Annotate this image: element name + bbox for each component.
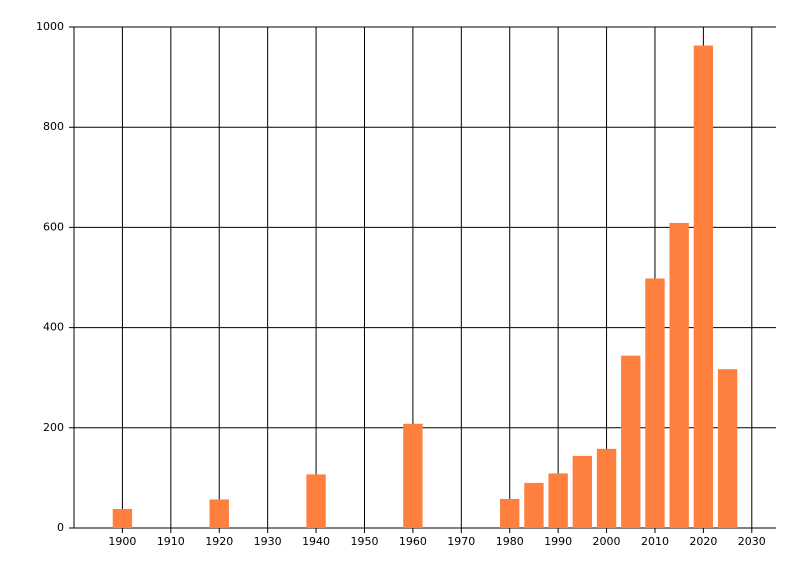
bar bbox=[717, 369, 738, 528]
bar bbox=[524, 482, 544, 528]
bar bbox=[209, 499, 229, 528]
x-tick-label: 1940 bbox=[302, 535, 330, 548]
y-tick-label: 600 bbox=[43, 220, 64, 233]
x-tick-label: 1930 bbox=[254, 535, 282, 548]
bar bbox=[112, 508, 133, 528]
bar bbox=[596, 448, 617, 528]
x-tick-label: 1910 bbox=[157, 535, 185, 548]
x-tick-label: 1900 bbox=[108, 535, 136, 548]
bar bbox=[572, 455, 593, 528]
bar bbox=[403, 423, 423, 528]
x-tick-label: 1990 bbox=[544, 535, 572, 548]
bar bbox=[500, 498, 520, 528]
bar bbox=[693, 45, 714, 529]
bar bbox=[669, 222, 689, 529]
bar bbox=[645, 278, 665, 528]
x-tick-label: 1950 bbox=[350, 535, 378, 548]
x-tick-label: 1970 bbox=[447, 535, 475, 548]
y-tick-label: 800 bbox=[43, 120, 64, 133]
y-tick-label: 400 bbox=[43, 321, 64, 334]
x-tick-label: 1980 bbox=[496, 535, 524, 548]
x-tick-label: 2010 bbox=[641, 535, 669, 548]
x-tick-label: 2020 bbox=[689, 535, 717, 548]
y-tick-label: 1000 bbox=[36, 20, 64, 33]
x-tick-label: 2000 bbox=[593, 535, 621, 548]
bar bbox=[621, 355, 641, 528]
bar bbox=[306, 474, 326, 528]
bar bbox=[548, 473, 568, 528]
y-tick-label: 200 bbox=[43, 421, 64, 434]
x-tick-label: 1920 bbox=[205, 535, 233, 548]
x-tick-label: 2030 bbox=[738, 535, 766, 548]
y-tick-label: 0 bbox=[57, 521, 64, 534]
x-tick-label: 1960 bbox=[399, 535, 427, 548]
